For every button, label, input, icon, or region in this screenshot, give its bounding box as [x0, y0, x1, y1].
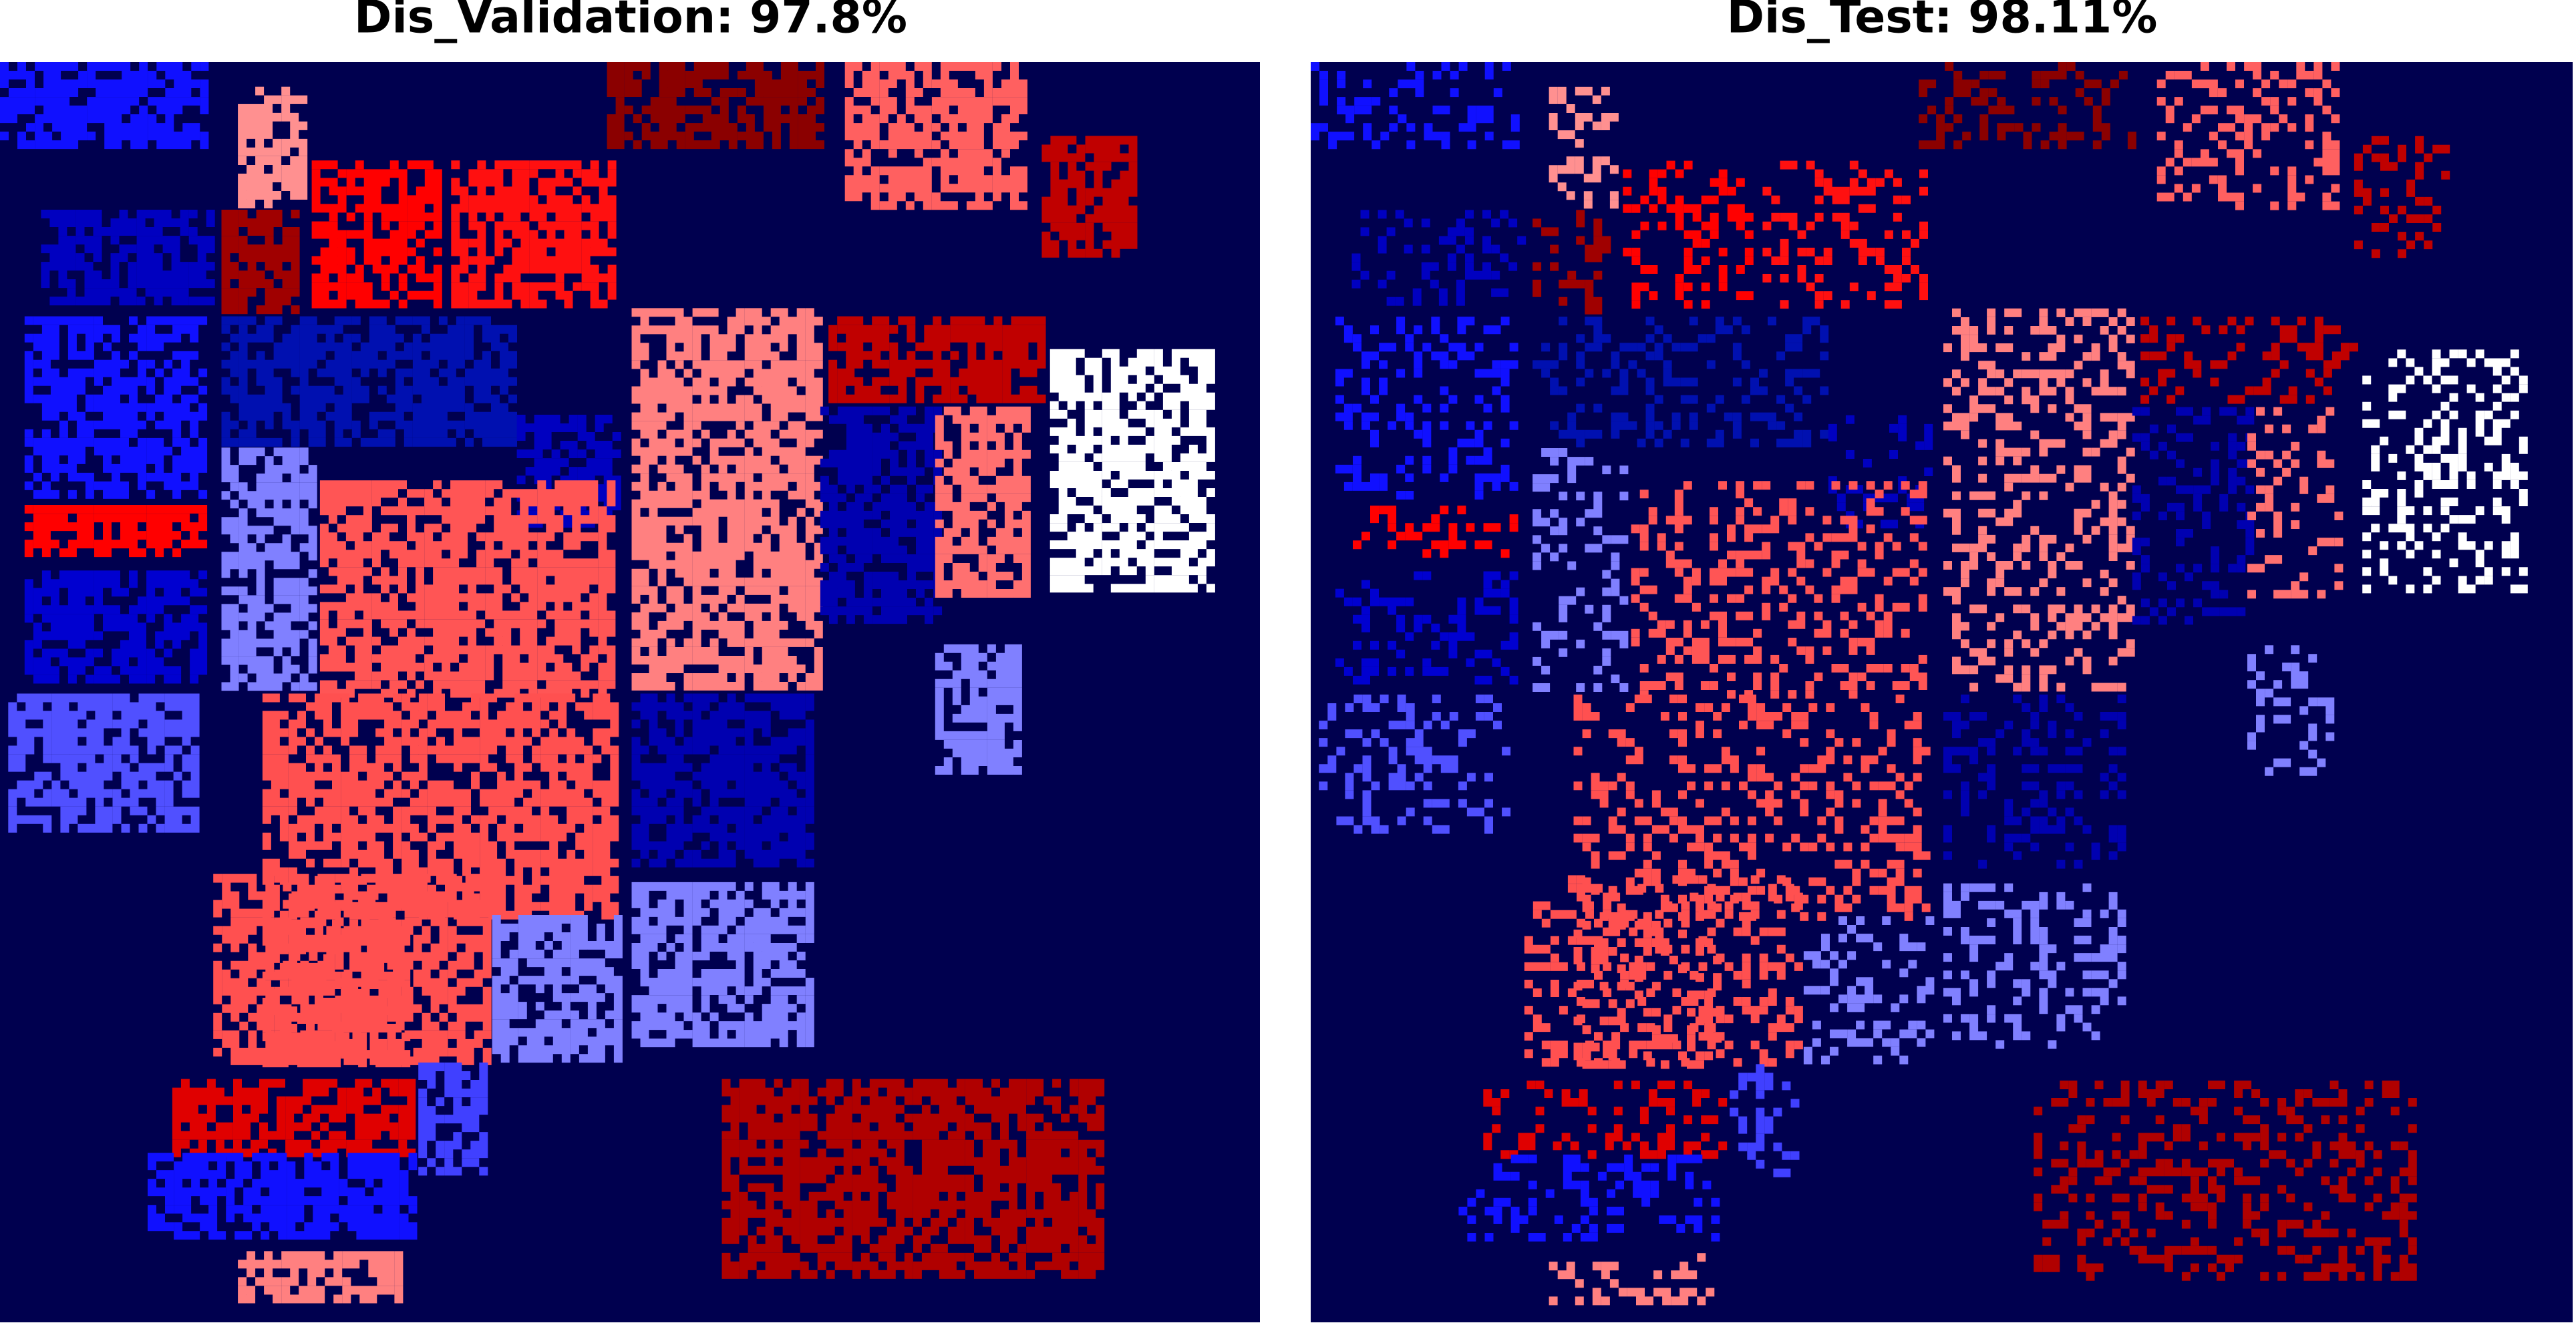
class-region — [1943, 695, 2126, 869]
class-region — [721, 1079, 1105, 1279]
class-region — [2140, 317, 2358, 404]
class-region — [311, 160, 442, 309]
class-region — [1335, 571, 1518, 685]
class-region — [1573, 695, 1722, 1069]
map-background — [1311, 62, 2573, 1322]
panel-title: Dis_Validation: 97.8% — [354, 0, 907, 44]
class-region — [319, 480, 616, 698]
class-region — [451, 160, 617, 309]
class-region — [1041, 136, 1138, 258]
class-region — [1050, 349, 1215, 593]
class-region — [1533, 210, 1611, 315]
class-region — [1919, 62, 2136, 150]
class-region — [238, 1251, 404, 1304]
class-region — [213, 874, 492, 1065]
class-region — [1943, 883, 2126, 1049]
class-region — [1353, 506, 1518, 558]
class-region — [41, 210, 215, 306]
class-region — [2132, 407, 2255, 625]
class-region — [1533, 317, 1829, 447]
class-region — [1458, 1154, 1720, 1242]
class-region — [1828, 415, 1933, 529]
class-region — [828, 316, 1046, 403]
class-region — [1524, 875, 1803, 1067]
class-region — [2354, 136, 2450, 258]
class-region — [24, 316, 208, 499]
class-region — [418, 1063, 488, 1176]
class-region — [1311, 62, 1520, 150]
class-region — [172, 1079, 416, 1157]
class-region — [1549, 86, 1619, 209]
class-region — [820, 406, 943, 624]
panel-title: Dis_Test: 98.11% — [1727, 0, 2158, 44]
class-region — [935, 644, 1022, 775]
class-region — [2247, 645, 2335, 776]
class-region — [24, 570, 208, 684]
class-region — [1351, 210, 1526, 306]
class-region — [2034, 1081, 2417, 1281]
class-region — [1762, 160, 1928, 309]
class-region — [1803, 916, 1935, 1065]
class-region — [2362, 349, 2528, 594]
class-region — [1631, 481, 1927, 699]
class-region — [1549, 1253, 1715, 1306]
class-region — [148, 1153, 418, 1240]
class-region — [24, 505, 208, 558]
class-region — [1533, 448, 1629, 692]
class-region — [1730, 1064, 1800, 1177]
class-region — [492, 915, 623, 1063]
class-region — [607, 62, 824, 150]
class-region — [1943, 308, 2135, 692]
class-region — [631, 882, 814, 1048]
class-region — [0, 62, 209, 150]
class-region — [1721, 695, 1931, 921]
class-region — [844, 62, 1027, 210]
class-region — [2156, 62, 2340, 210]
class-region — [221, 316, 517, 447]
class-region — [8, 693, 200, 833]
class-region — [262, 693, 411, 1068]
class-region — [935, 406, 1031, 598]
class-region — [2247, 407, 2344, 599]
class-region — [1319, 695, 1511, 834]
class-region — [631, 308, 823, 691]
class-region — [1623, 160, 1754, 309]
class-region — [221, 210, 300, 315]
class-region — [631, 693, 814, 868]
class-region — [238, 86, 308, 208]
class-region — [1483, 1081, 1728, 1159]
class-region — [1335, 317, 1518, 500]
class-region — [410, 693, 619, 920]
class-region — [221, 447, 317, 691]
